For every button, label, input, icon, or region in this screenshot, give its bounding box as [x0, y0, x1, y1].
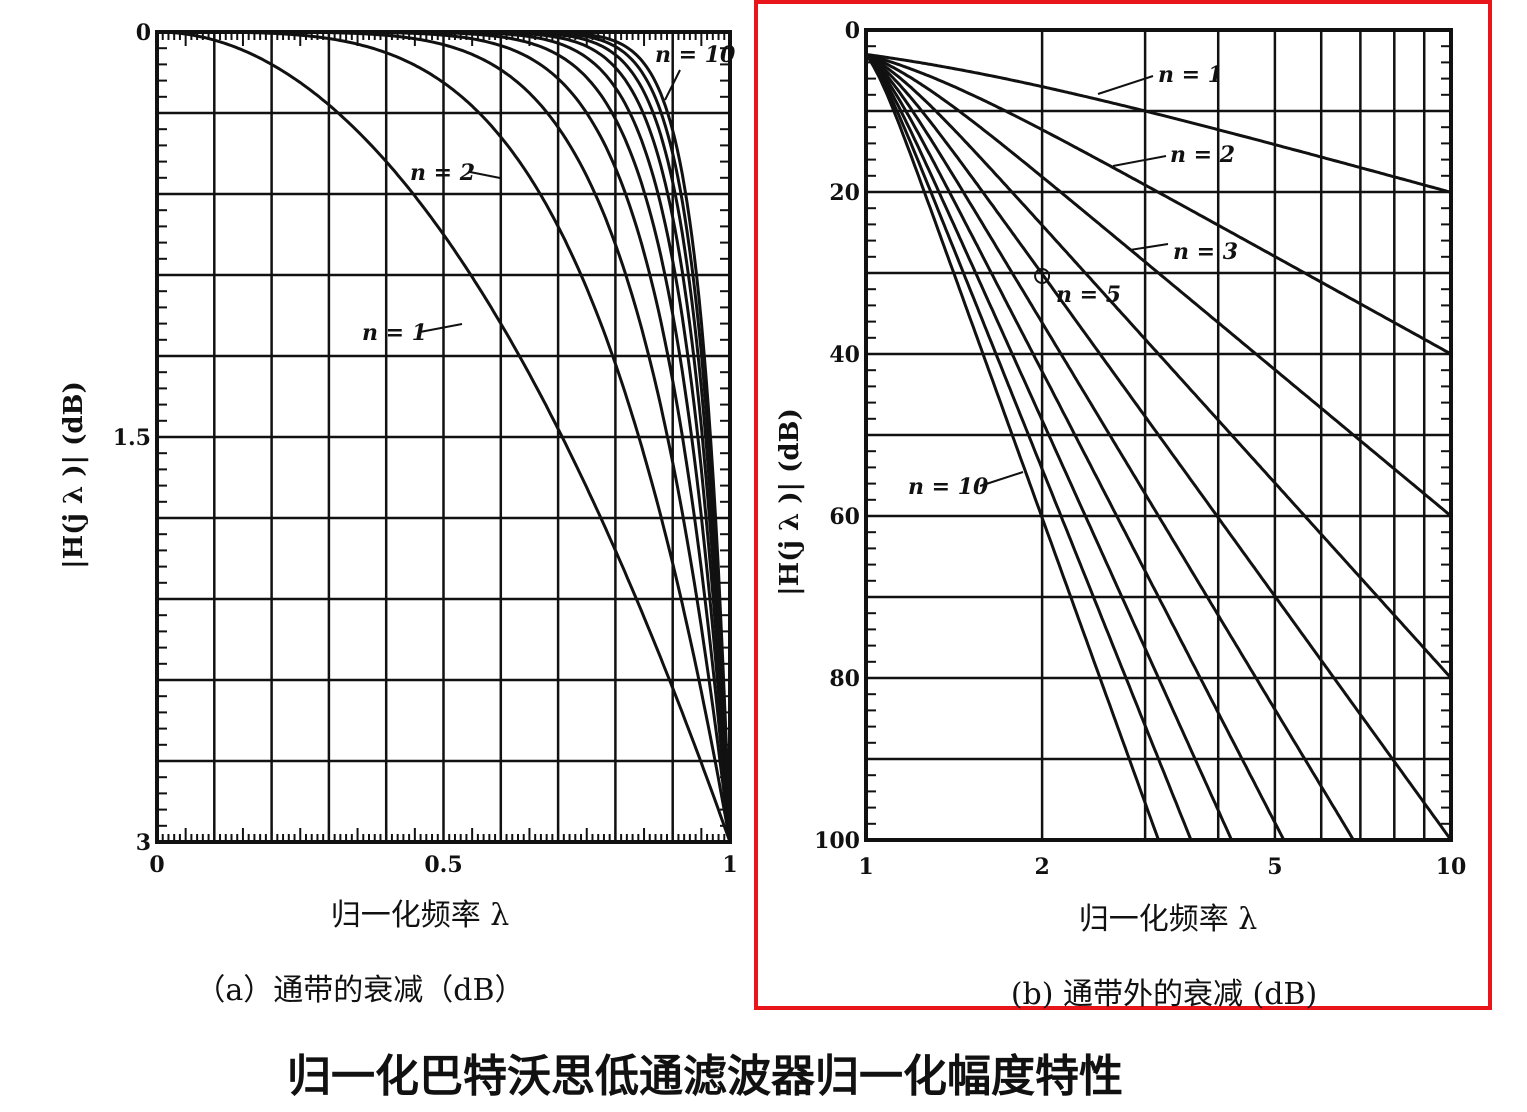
label-leader — [1097, 75, 1154, 95]
series-label-n2: n = 2 — [1170, 142, 1235, 168]
chart-a: 0 0.5 1 0 1.5 3 n = 1 n = 2 n = 10 |H(j λ )| (dB)… — [59, 20, 738, 1008]
series-label-n1: n = 1 — [1158, 62, 1223, 88]
line-n9 — [864, 53, 1193, 841]
y-tick-label: 80 — [829, 666, 860, 692]
y-tick-label: 0 — [136, 20, 151, 46]
line-n1 — [865, 52, 1452, 194]
line-n3 — [865, 53, 1452, 518]
panel-caption: (b) 通带外的衰减 (dB) — [1011, 977, 1317, 1012]
x-tick-label: 1 — [858, 854, 873, 880]
x-tick-label: 2 — [1034, 854, 1049, 880]
minor-ticks-b — [866, 29, 1451, 841]
label-leader — [469, 171, 501, 179]
y-tick-label: 20 — [829, 180, 860, 206]
x-tick-label: 1 — [722, 852, 737, 878]
y-tick-label: 40 — [829, 342, 860, 368]
line-n8 — [864, 53, 1233, 841]
y-axis-label: |H(j λ )| (dB) — [59, 381, 89, 569]
series-label-n10: n = 10 — [655, 42, 736, 68]
grid-a — [155, 30, 732, 844]
line-n4 — [865, 53, 1453, 679]
y-tick-label: 3 — [136, 830, 151, 856]
line-n2 — [865, 52, 1452, 356]
x-axis-label: 归一化频率 λ — [331, 898, 510, 933]
series-label-n10: n = 10 — [908, 474, 989, 500]
label-leader — [664, 69, 681, 101]
line-n7 — [864, 53, 1286, 841]
x-axis-label: 归一化频率 λ — [1079, 902, 1258, 937]
x-tick-label: 0 — [149, 852, 164, 878]
panel-caption: （a）通带的衰减（dB） — [195, 973, 524, 1008]
series-label-n5: n = 5 — [1056, 282, 1121, 308]
line-n5 — [865, 53, 1453, 841]
series-label-n2: n = 2 — [410, 160, 475, 186]
label-leader — [419, 323, 463, 333]
line-n6 — [865, 53, 1355, 841]
y-tick-label: 60 — [829, 504, 860, 530]
curve-n10 — [157, 30, 732, 843]
label-leader — [1129, 243, 1169, 251]
y-tick-label: 0 — [845, 18, 860, 44]
x-tick-label: 5 — [1267, 854, 1282, 880]
label-leader — [979, 471, 1024, 487]
y-axis-label: |H(j λ )| (dB) — [775, 408, 805, 596]
curves-b — [864, 52, 1453, 841]
series-label-n1: n = 1 — [362, 320, 427, 346]
y-tick-label: 100 — [814, 828, 860, 854]
y-tick-label: 1.5 — [113, 425, 151, 451]
page-title: 归一化巴特沃思低通滤波器归一化幅度特性 — [287, 1051, 1123, 1102]
curve-n1 — [157, 30, 732, 843]
line-n10 — [864, 53, 1160, 841]
panel-a-passband-attenuation: 0 0.5 1 0 1.5 3 n = 1 n = 2 n = 10 |H(j λ )| (dB)… — [0, 0, 760, 1030]
series-label-n3: n = 3 — [1173, 239, 1238, 265]
x-tick-label: 10 — [1436, 854, 1467, 880]
label-leader — [1112, 155, 1167, 167]
marker-circle — [1034, 268, 1051, 284]
curves-a — [157, 30, 732, 843]
x-tick-label: 0.5 — [424, 852, 462, 878]
